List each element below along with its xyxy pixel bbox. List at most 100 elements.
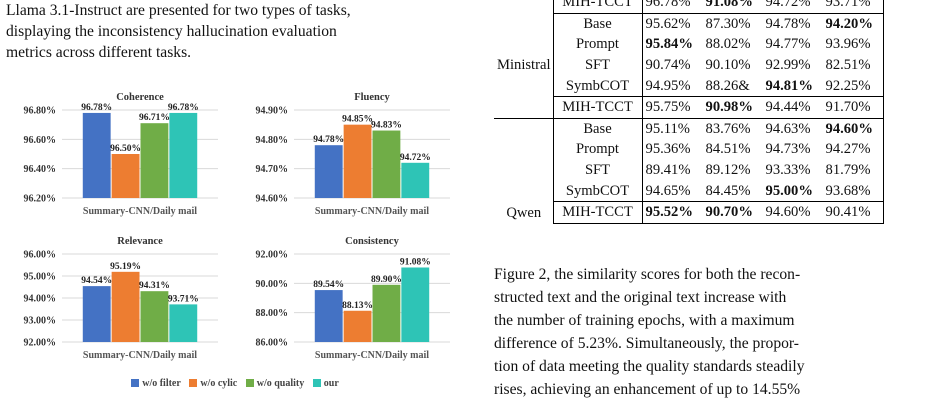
chart-svg: Fluency 94.90% 94.80% 94.70% 94.60% 94.78% 94.… [256,92,450,217]
value-cell: 88.02% [705,36,751,53]
y-tick-label: 94.00% [24,294,57,305]
legend-item: w/o filter [131,378,181,389]
value-cell: 87.30% [705,15,751,32]
caption-line: displaying the inconsistency hallucinati… [6,23,337,40]
legend-swatch [312,379,321,387]
value-cell: 90.98% [702,95,763,119]
legend-swatch [131,379,140,387]
value-cell: 95.36% [645,141,691,158]
bar [140,123,169,198]
chart-svg: Relevance 96.00% 95.00% 94.00% 93.00% 92.00% 9… [24,236,218,361]
y-tick-label: 96.60% [24,135,57,146]
table-row: SymbCOT 94.95% 88.26& 94.81% 92.25% [494,75,884,97]
table-row: Prompt 95.36% 84.51% 94.73% 94.27% [494,139,884,160]
data-label: 96.78% [168,103,199,113]
legend-label: w/o filter [142,378,181,389]
table-row: Qwen Base 95.11% 83.76% 94.63% 94.60% [494,118,884,221]
bar [111,154,140,198]
value-cell: 94.73% [765,141,811,158]
table-row: Ministral Base 95.62% 87.30% 94.78% 94.2… [494,13,884,119]
chart-title: Consistency [345,236,399,247]
chart-consistency: Consistency 92.00% 90.00% 88.00% 86.00% 89.54… [232,232,457,367]
value-cell: 96.78% [642,0,703,14]
legend-item: w/o cylic [189,378,237,389]
data-label: 96.50% [110,144,141,154]
y-tick-label: 96.20% [24,194,57,205]
chart-legend: w/o filter w/o cylic w/o quality our [0,378,470,389]
value-cell: 93.33% [765,162,811,179]
chart-title: Coherence [116,92,164,103]
legend-label: w/o cylic [200,378,238,389]
y-tick-label: 93.00% [24,316,57,327]
y-tick-label: 95.00% [24,272,57,283]
bar [343,124,372,198]
value-cell: 83.76% [705,120,751,137]
bar [111,271,140,342]
value-cell: 91.08% [702,0,763,14]
bar [401,267,430,342]
y-tick-label: 88.00% [256,308,289,319]
value-cell: 91.70% [822,95,884,119]
value-cell: 84.51% [705,141,751,158]
legend-label: our [323,378,339,389]
chart-svg: Coherence 96.80% 96.60% 96.40% 96.20% 96.78% 9… [24,92,218,217]
method-cell: MIH-TCCT [552,95,643,119]
paragraph-line: difference of 5.23%. Simultaneously, the… [494,335,799,352]
y-tick-label: 94.80% [256,135,289,146]
method-cell: SymbCOT [552,75,643,97]
table-row: Prompt 95.84% 88.02% 94.77% 93.96% [494,34,884,55]
caption-line: metrics across different tasks. [6,44,192,61]
value-cell: 90.74% [645,57,691,74]
bar [314,145,343,198]
table-row: MIH-TCCT 95.75% 90.98% 94.44% 91.70% [494,95,884,119]
paragraph-line: rises, achieving an enhancement of up to… [494,381,801,398]
chart-svg: Consistency 92.00% 90.00% 88.00% 86.00% 89.54… [256,236,450,361]
table-row: SymbCOT 94.65% 84.45% 95.00% 93.68% [494,180,884,202]
results-table: MIH-TCCT 96.78% 91.08% 94.72% 93.71% Min… [494,0,884,224]
chart-title: Relevance [117,236,163,247]
value-cell: 95.75% [642,95,703,119]
figure-caption: Llama 3.1-Instruct are presented for two… [6,0,468,63]
data-label: 95.19% [110,262,141,272]
chart-coherence: Coherence 96.80% 96.60% 96.40% 96.20% 96.78% 9… [0,88,225,223]
value-cell: 95.11% [645,120,690,137]
method-cell: MIH-TCCT [552,200,643,224]
bar [82,112,111,198]
legend-item: w/o quality [245,378,304,389]
bar [372,284,401,342]
data-label: 91.08% [400,257,431,267]
bar [401,162,430,198]
y-tick-label: 94.60% [256,194,289,205]
table-row: SFT 89.41% 89.12% 93.33% 81.79% [494,159,884,181]
value-cell: 94.60% [762,200,823,224]
table-row: MIH-TCCT 96.78% 91.08% 94.72% 93.71% [494,0,884,14]
method-cell: SFT [552,159,643,181]
y-tick-label: 96.00% [24,250,57,261]
table-row: MIH-TCCT 95.52% 90.70% 94.60% 90.41% [494,200,884,224]
bar [140,291,169,342]
method-cell: SymbCOT [552,180,643,202]
y-tick-label: 92.00% [256,250,289,261]
method-cell: MIH-TCCT [552,0,643,14]
value-cell: 93.96% [822,34,884,55]
data-label: 94.78% [313,135,344,145]
chart-fluency: Fluency 94.90% 94.80% 94.70% 94.60% 94.78% 94.… [232,88,457,223]
bar [169,112,198,198]
value-cell: 94.63% [765,120,811,137]
value-cell: 84.45% [705,182,751,199]
data-label: 94.72% [400,153,431,163]
paragraph-line: tion of data meeting the quality standar… [494,358,805,375]
data-label: 94.31% [139,281,170,291]
y-tick-label: 96.80% [24,106,57,117]
data-label: 96.78% [81,103,112,113]
method-cell: Base [552,118,643,140]
data-label: 89.90% [371,275,402,285]
value-cell: 93.68% [822,180,884,202]
value-cell: 95.52% [642,200,703,224]
y-tick-label: 96.40% [24,164,57,175]
value-cell: 94.20% [822,13,884,35]
method-cell: Prompt [552,34,643,55]
value-cell: 94.95% [645,77,691,94]
value-cell: 94.77% [765,36,811,53]
x-category-label: Summary-CNN/Daily mail [83,206,197,217]
